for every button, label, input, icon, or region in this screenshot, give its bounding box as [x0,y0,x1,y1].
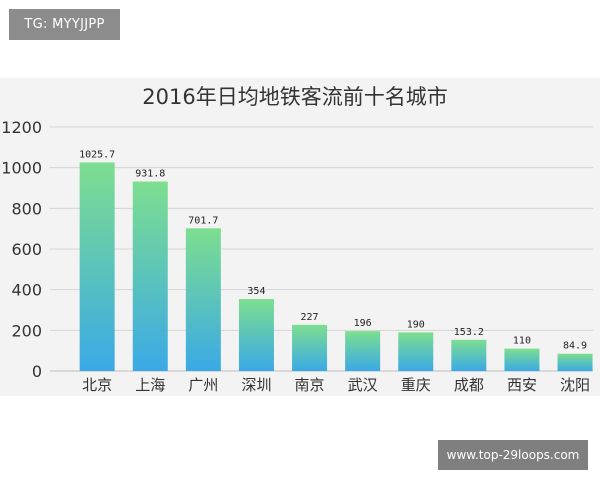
y-tick-label: 400 [11,281,42,300]
bar [504,348,540,371]
x-tick-label: 北京 [82,376,112,394]
bar-value-label: 227 [301,312,319,323]
x-tick-label: 沈阳 [560,376,590,394]
watermark-tag: TG: MYYJJPP [9,9,120,40]
bar-value-label: 354 [247,286,265,297]
y-tick-label: 1200 [1,118,42,137]
x-tick-label: 南京 [295,376,325,394]
bar [238,299,274,371]
x-tick-label: 深圳 [241,376,271,394]
bar-value-label: 196 [354,318,372,329]
y-tick-label: 1000 [1,159,42,178]
bar-value-label: 153.2 [454,327,484,338]
bar-value-label: 1025.7 [79,149,115,160]
bar-value-label: 84.9 [563,341,587,352]
y-tick-label: 0 [32,362,42,381]
bar-value-label: 701.7 [188,215,218,226]
y-tick-label: 800 [11,199,42,218]
y-tick-label: 600 [11,240,42,259]
bar [451,339,487,371]
bar [185,228,221,371]
x-tick-label: 重庆 [401,376,431,394]
bar-value-label: 931.8 [135,169,165,180]
x-tick-label: 成都 [454,376,484,394]
watermark-url: www.top-29loops.com [438,440,588,470]
chart-title: 2016年日均地铁客流前十名城市 [142,85,447,109]
bar-value-label: 190 [407,319,425,330]
bar [557,353,593,371]
bar-value-label: 110 [513,336,531,347]
bar [292,324,328,371]
x-tick-label: 西安 [507,376,537,394]
bar [132,181,168,371]
bar [79,162,115,371]
x-tick-label: 上海 [135,376,165,394]
x-tick-label: 广州 [188,376,218,394]
bar [345,331,381,371]
x-tick-label: 武汉 [348,376,378,394]
y-tick-label: 200 [11,321,42,340]
bar [398,332,434,371]
